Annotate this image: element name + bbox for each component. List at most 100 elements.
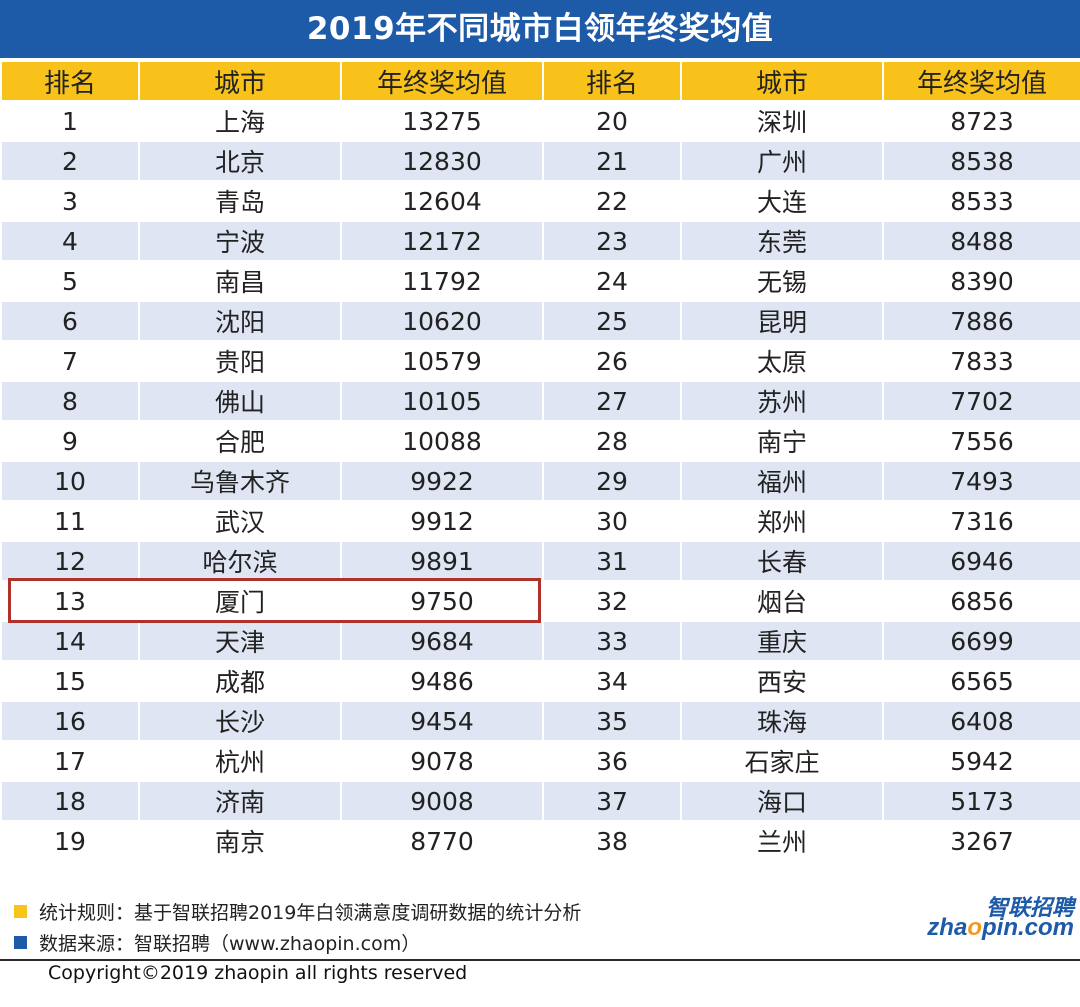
table-row: 10 乌鲁木齐 9922 29 福州 7493 <box>2 462 1080 500</box>
city-cell: 南宁 <box>682 422 882 460</box>
value-cell: 8390 <box>884 262 1080 300</box>
value-cell: 6946 <box>884 542 1080 580</box>
rank-cell: 38 <box>544 822 680 860</box>
city-cell: 昆明 <box>682 302 882 340</box>
rank-cell: 12 <box>2 542 138 580</box>
city-cell: 合肥 <box>140 422 340 460</box>
footer-divider <box>0 959 1080 961</box>
value-cell: 3267 <box>884 822 1080 860</box>
rank-cell: 2 <box>2 142 138 180</box>
value-cell: 6856 <box>884 582 1080 620</box>
rank-cell: 1 <box>2 102 138 140</box>
city-cell: 成都 <box>140 662 340 700</box>
value-cell: 7556 <box>884 422 1080 460</box>
value-cell: 10579 <box>342 342 542 380</box>
city-cell: 乌鲁木齐 <box>140 462 340 500</box>
rank-cell: 13 <box>2 582 138 620</box>
header-city-left: 城市 <box>140 62 340 100</box>
table-row: 7 贵阳 10579 26 太原 7833 <box>2 342 1080 380</box>
city-cell: 青岛 <box>140 182 340 220</box>
value-cell: 6408 <box>884 702 1080 740</box>
table-row: 17 杭州 9078 36 石家庄 5942 <box>2 742 1080 780</box>
city-cell: 南京 <box>140 822 340 860</box>
header-value-right: 年终奖均值 <box>884 62 1080 100</box>
table-row: 3 青岛 12604 22 大连 8533 <box>2 182 1080 220</box>
value-cell: 8723 <box>884 102 1080 140</box>
logo-cn-text: 智联招聘 <box>985 896 1074 921</box>
value-cell: 9454 <box>342 702 542 740</box>
city-cell: 杭州 <box>140 742 340 780</box>
city-cell: 石家庄 <box>682 742 882 780</box>
city-cell: 东莞 <box>682 222 882 260</box>
value-cell: 9078 <box>342 742 542 780</box>
rank-cell: 24 <box>544 262 680 300</box>
city-cell: 武汉 <box>140 502 340 540</box>
table-row: 8 佛山 10105 27 苏州 7702 <box>2 382 1080 420</box>
city-cell: 郑州 <box>682 502 882 540</box>
city-cell: 西安 <box>682 662 882 700</box>
value-cell: 13275 <box>342 102 542 140</box>
table-row: 12 哈尔滨 9891 31 长春 6946 <box>2 542 1080 580</box>
value-cell: 7886 <box>884 302 1080 340</box>
rank-cell: 26 <box>544 342 680 380</box>
city-cell: 贵阳 <box>140 342 340 380</box>
rank-cell: 35 <box>544 702 680 740</box>
value-cell: 6699 <box>884 622 1080 660</box>
copyright-text: Copyright©2019 zhaopin all rights reserv… <box>48 962 468 984</box>
note-rule-text: 统计规则：基于智联招聘2019年白领满意度调研数据的统计分析 <box>39 902 582 924</box>
rank-cell: 19 <box>2 822 138 860</box>
rank-cell: 29 <box>544 462 680 500</box>
city-cell: 珠海 <box>682 702 882 740</box>
rank-cell: 11 <box>2 502 138 540</box>
table-row: 16 长沙 9454 35 珠海 6408 <box>2 702 1080 740</box>
table-row: 19 南京 8770 38 兰州 3267 <box>2 822 1080 860</box>
zhaopin-logo: 智联招聘 zhaopin.com <box>927 890 1080 950</box>
rank-cell: 15 <box>2 662 138 700</box>
rank-cell: 18 <box>2 782 138 820</box>
value-cell: 7316 <box>884 502 1080 540</box>
rank-cell: 31 <box>544 542 680 580</box>
city-cell: 福州 <box>682 462 882 500</box>
rank-cell: 9 <box>2 422 138 460</box>
rank-cell: 4 <box>2 222 138 260</box>
value-cell: 12604 <box>342 182 542 220</box>
logo-en-text: zhaopin.com <box>927 914 1074 941</box>
city-cell: 重庆 <box>682 622 882 660</box>
value-cell: 7702 <box>884 382 1080 420</box>
rank-cell: 6 <box>2 302 138 340</box>
city-cell: 大连 <box>682 182 882 220</box>
value-cell: 12172 <box>342 222 542 260</box>
value-cell: 9922 <box>342 462 542 500</box>
table-row: 14 天津 9684 33 重庆 6699 <box>2 622 1080 660</box>
table-row: 11 武汉 9912 30 郑州 7316 <box>2 502 1080 540</box>
city-cell: 沈阳 <box>140 302 340 340</box>
value-cell: 12830 <box>342 142 542 180</box>
city-cell: 宁波 <box>140 222 340 260</box>
city-cell: 厦门 <box>140 582 340 620</box>
rank-cell: 10 <box>2 462 138 500</box>
rank-cell: 36 <box>544 742 680 780</box>
header-rank-right: 排名 <box>544 62 680 100</box>
blue-square-icon <box>14 936 27 949</box>
city-cell: 无锡 <box>682 262 882 300</box>
value-cell: 6565 <box>884 662 1080 700</box>
rank-cell: 7 <box>2 342 138 380</box>
value-cell: 8538 <box>884 142 1080 180</box>
city-cell: 北京 <box>140 142 340 180</box>
table-header-row: 排名 城市 年终奖均值 排名 城市 年终奖均值 <box>2 62 1080 100</box>
header-rank-left: 排名 <box>2 62 138 100</box>
city-cell: 太原 <box>682 342 882 380</box>
rank-cell: 16 <box>2 702 138 740</box>
rank-cell: 32 <box>544 582 680 620</box>
value-cell: 9891 <box>342 542 542 580</box>
city-cell: 海口 <box>682 782 882 820</box>
city-cell: 长春 <box>682 542 882 580</box>
city-cell: 南昌 <box>140 262 340 300</box>
value-cell: 10620 <box>342 302 542 340</box>
rank-cell: 37 <box>544 782 680 820</box>
value-cell: 7493 <box>884 462 1080 500</box>
value-cell: 8770 <box>342 822 542 860</box>
city-cell: 济南 <box>140 782 340 820</box>
rank-cell: 22 <box>544 182 680 220</box>
city-cell: 兰州 <box>682 822 882 860</box>
